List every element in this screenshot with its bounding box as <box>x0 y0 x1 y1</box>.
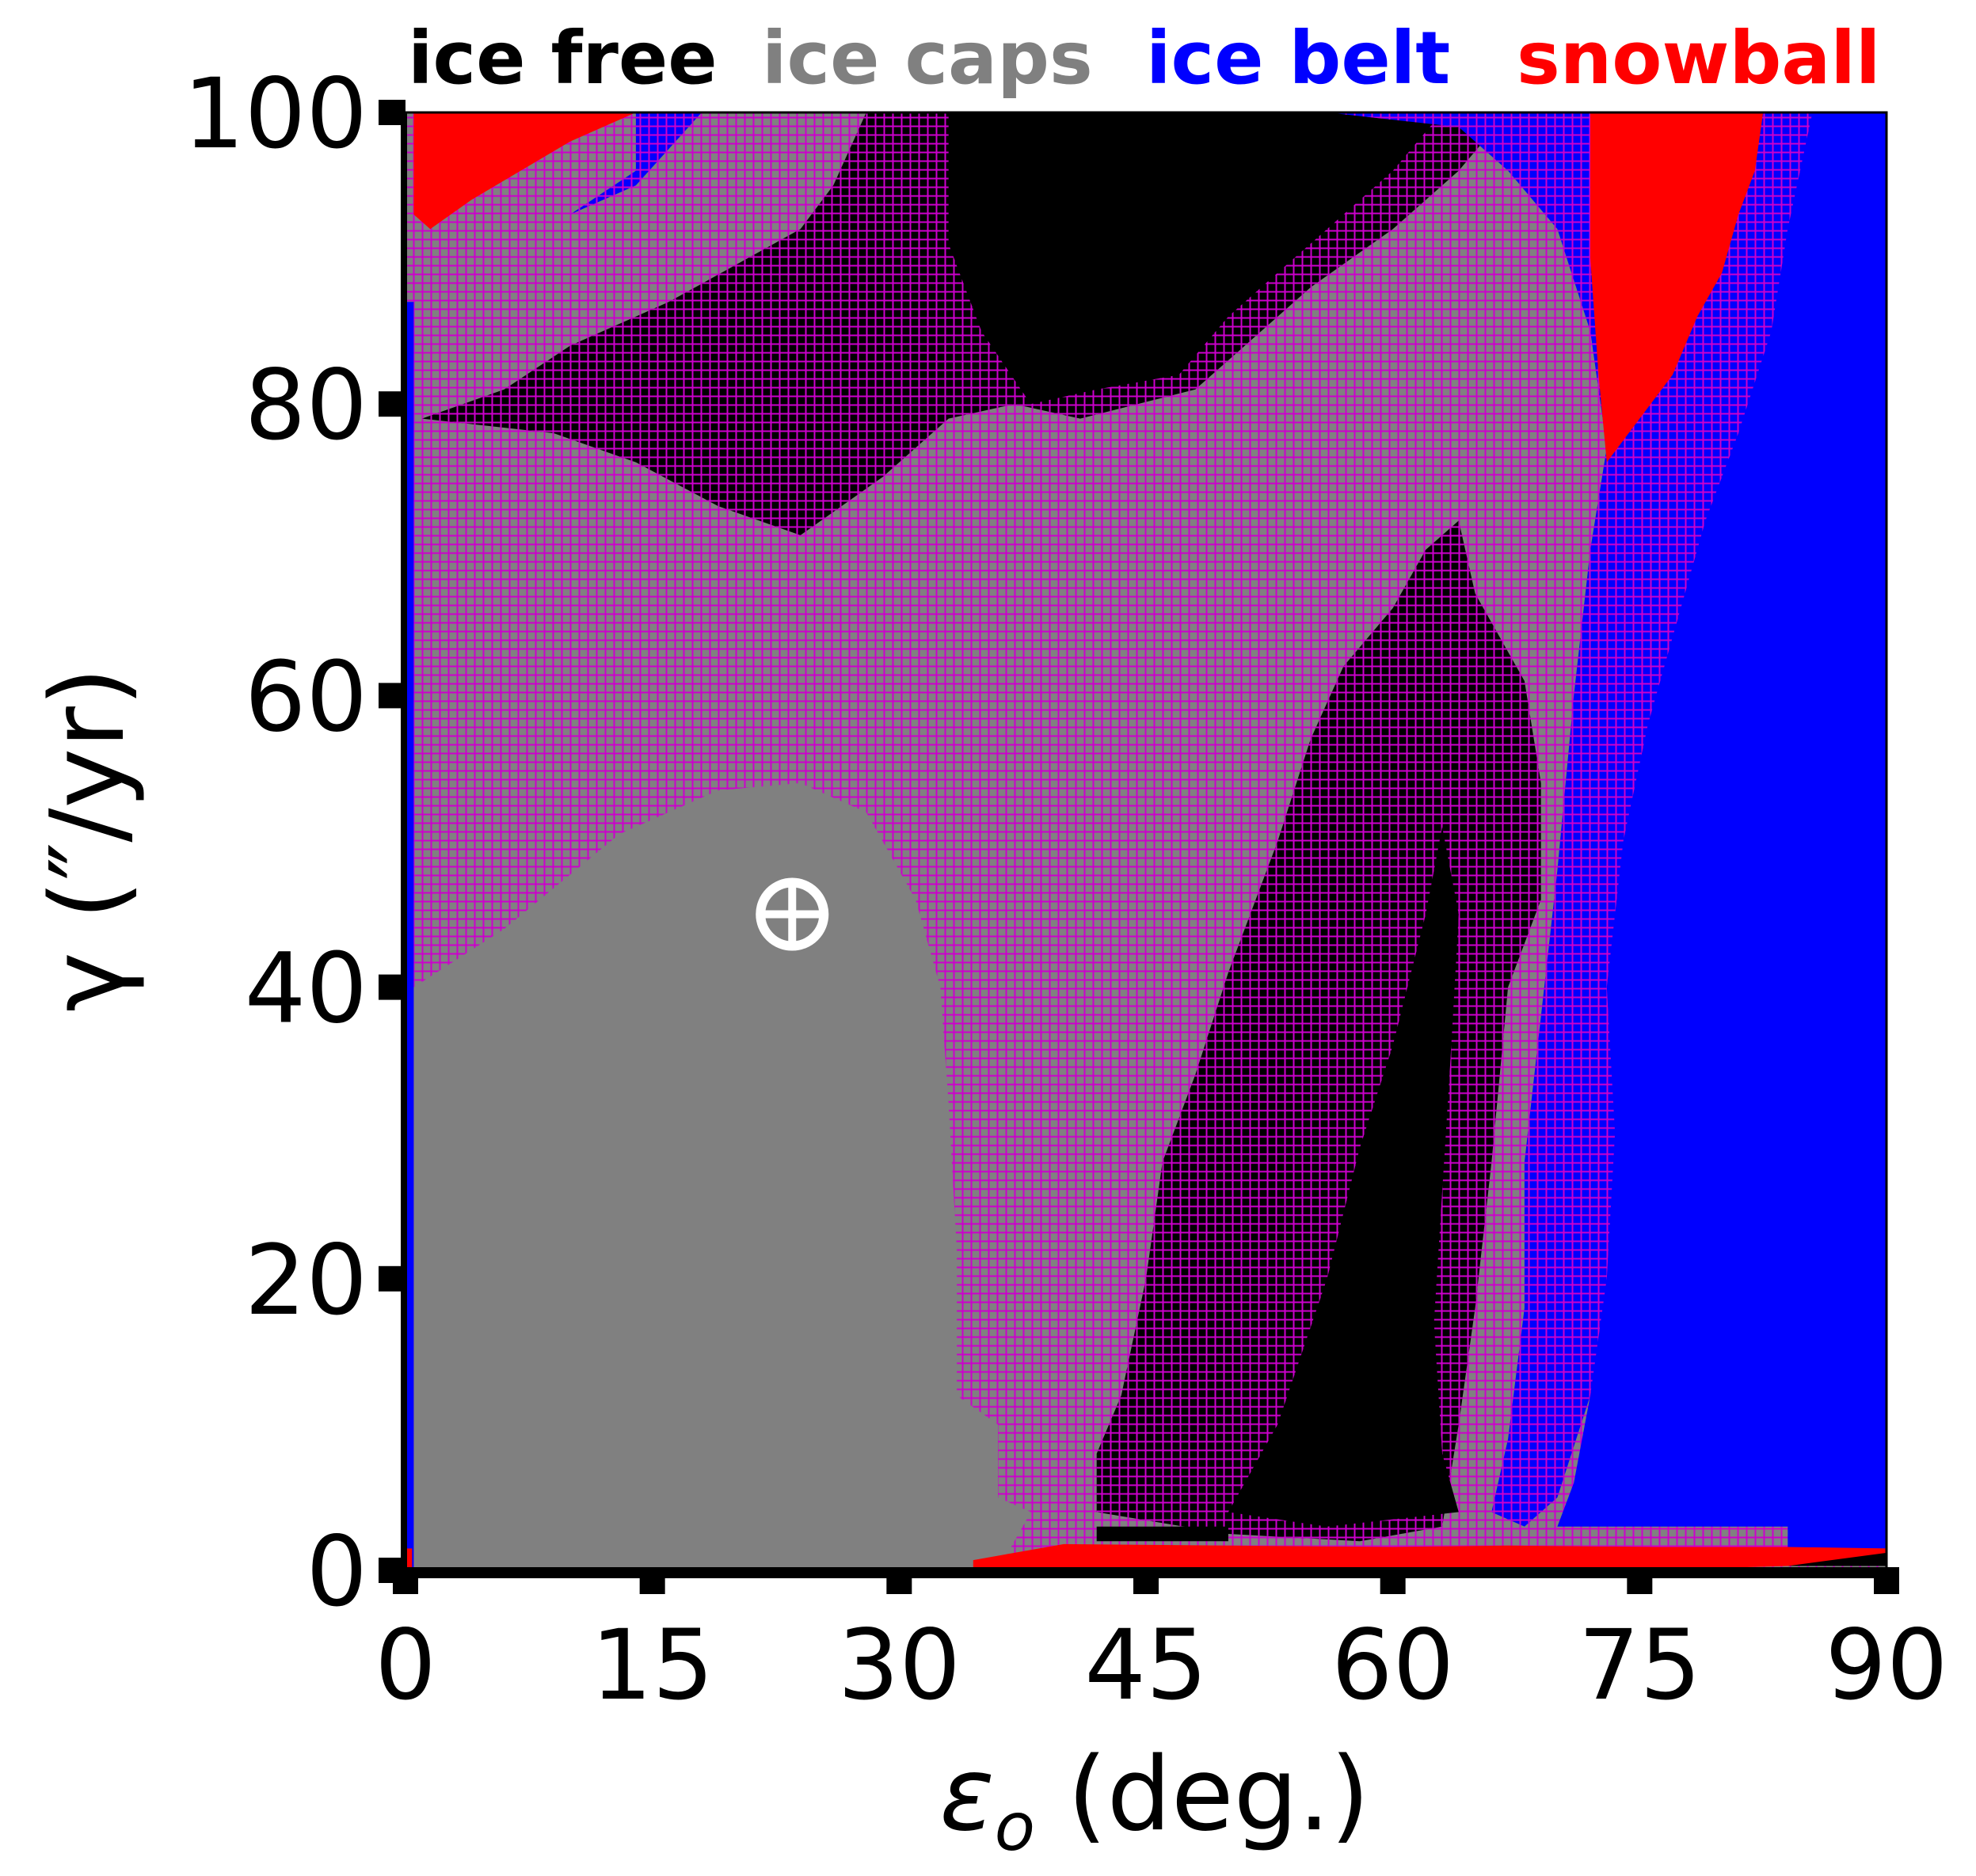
region-ice-belt <box>405 302 414 1570</box>
y-tick-label: 80 <box>245 349 367 462</box>
region-ice-caps-fill <box>413 782 1031 1570</box>
y-tick-label: 0 <box>306 1516 367 1628</box>
region-ice-free <box>948 112 1442 405</box>
region-snowball-fill <box>405 1548 413 1570</box>
earth-marker <box>756 877 829 951</box>
annotations <box>756 877 829 951</box>
region-ice-belt-fill <box>1557 112 1887 1549</box>
x-tick-label: 0 <box>375 1609 436 1722</box>
y-tick-label: 60 <box>245 641 367 753</box>
region-ice-free-fill <box>1096 1526 1228 1542</box>
legend: ice free ice caps ice belt snowball <box>408 16 1880 101</box>
plot-area <box>404 111 1888 1572</box>
region-snowball-fill <box>413 112 636 230</box>
y-axis-line <box>401 112 407 1570</box>
region-ice-belt <box>1327 112 1821 1527</box>
region-ice-free <box>1096 1526 1228 1542</box>
legend-item-snowball: snowball <box>1517 16 1880 101</box>
axes: 0 15 30 45 60 75 90 0 20 40 60 80 100 <box>183 58 1948 1722</box>
x-axis-label: εo (deg.) <box>939 1736 1369 1866</box>
legend-item-ice-caps: ice caps <box>762 16 1093 101</box>
legend-item-ice-free: ice free <box>408 16 718 101</box>
region-snowball <box>973 1543 1887 1570</box>
y-tick-label: 20 <box>245 1224 367 1337</box>
x-tick-label: 30 <box>838 1609 961 1722</box>
climate-state-regions <box>405 112 1887 1570</box>
region-snowball-fill <box>1590 112 1764 462</box>
region-ice-belt-hatch <box>1327 112 1821 1527</box>
region-ice-free-fill <box>1228 827 1459 1527</box>
region-ice-belt <box>1557 112 1887 1549</box>
x-axis-line <box>402 1567 1890 1578</box>
region-snowball-fill <box>973 1543 1887 1570</box>
y-axis-label: γ (″/yr) <box>29 667 147 1012</box>
x-tick-label: 45 <box>1084 1609 1207 1722</box>
x-tick-label: 90 <box>1825 1609 1947 1722</box>
region-ice-belt-hatch <box>569 112 702 215</box>
region-ice-caps <box>413 782 1031 1570</box>
region-ice-free <box>1228 827 1459 1527</box>
region-ice-free-fill <box>948 112 1442 405</box>
y-tick-label: 40 <box>245 933 367 1045</box>
legend-item-ice-belt: ice belt <box>1146 16 1450 101</box>
region-snowball <box>413 112 636 230</box>
region-snowball <box>1590 112 1764 462</box>
region-ice-belt <box>569 112 702 215</box>
x-tick-label: 60 <box>1331 1609 1454 1722</box>
x-tick-label: 75 <box>1578 1609 1701 1722</box>
region-ice-belt-fill <box>405 302 414 1570</box>
x-tick-label: 15 <box>591 1609 714 1722</box>
y-tick-label: 100 <box>183 58 367 170</box>
region-snowball <box>405 1548 413 1570</box>
